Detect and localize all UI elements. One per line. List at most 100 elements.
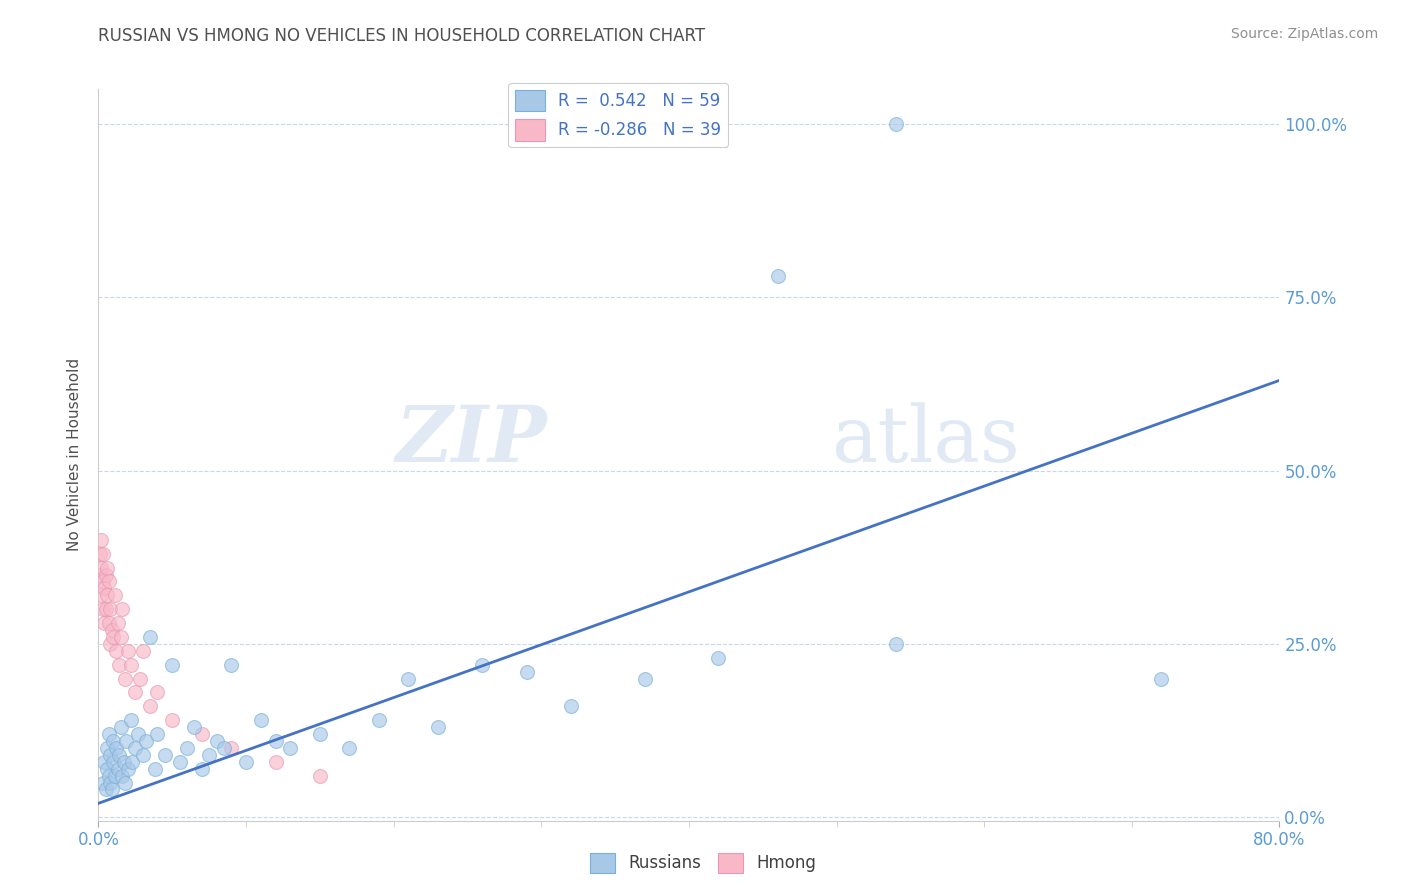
Point	[707, 650, 730, 665]
Point	[89, 567, 111, 582]
Point	[115, 734, 138, 748]
Point	[96, 588, 118, 602]
Point	[98, 602, 121, 616]
Point	[633, 672, 655, 686]
Point	[146, 727, 169, 741]
Point	[427, 720, 450, 734]
Point	[91, 547, 114, 561]
Point	[110, 630, 132, 644]
Point	[96, 740, 118, 755]
Point	[104, 768, 127, 782]
Point	[90, 560, 112, 574]
Point	[368, 713, 391, 727]
Point	[107, 615, 129, 630]
Point	[124, 685, 146, 699]
Point	[107, 762, 129, 776]
Point	[264, 734, 287, 748]
Point	[91, 775, 114, 789]
Point	[396, 672, 419, 686]
Point	[114, 775, 136, 789]
Point	[120, 657, 142, 672]
Point	[183, 720, 205, 734]
Point	[117, 644, 139, 658]
Point	[112, 755, 135, 769]
Point	[191, 762, 214, 776]
Point	[884, 637, 907, 651]
Point	[219, 657, 242, 672]
Legend: Russians, Hmong: Russians, Hmong	[583, 847, 823, 880]
Point	[135, 734, 157, 748]
Point	[97, 574, 120, 589]
Point	[132, 747, 155, 762]
Point	[766, 269, 789, 284]
Point	[94, 567, 117, 582]
Point	[105, 740, 128, 755]
Point	[114, 672, 136, 686]
Point	[121, 755, 143, 769]
Point	[132, 644, 155, 658]
Point	[124, 740, 146, 755]
Point	[98, 747, 121, 762]
Point	[91, 602, 114, 616]
Point	[103, 630, 125, 644]
Point	[560, 699, 582, 714]
Point	[153, 747, 176, 762]
Text: atlas: atlas	[831, 402, 1019, 478]
Point	[110, 720, 132, 734]
Point	[97, 768, 120, 782]
Point	[104, 588, 127, 602]
Point	[90, 533, 112, 547]
Point	[108, 747, 131, 762]
Point	[93, 615, 115, 630]
Point	[128, 672, 150, 686]
Point	[90, 588, 112, 602]
Point	[91, 574, 114, 589]
Point	[97, 615, 120, 630]
Point	[100, 782, 122, 797]
Point	[103, 755, 125, 769]
Point	[143, 762, 166, 776]
Point	[162, 657, 183, 672]
Point	[93, 755, 115, 769]
Point	[98, 775, 121, 789]
Point	[176, 740, 198, 755]
Point	[94, 602, 117, 616]
Point	[93, 582, 115, 596]
Point	[515, 665, 537, 679]
Y-axis label: No Vehicles in Household: No Vehicles in Household	[67, 359, 83, 551]
Point	[117, 762, 139, 776]
Point	[96, 560, 118, 574]
Point	[111, 768, 134, 782]
Point	[139, 699, 162, 714]
Point	[309, 768, 332, 782]
Point	[162, 713, 183, 727]
Legend: R =  0.542   N = 59, R = -0.286   N = 39: R = 0.542 N = 59, R = -0.286 N = 39	[508, 83, 728, 147]
Point	[108, 657, 131, 672]
Point	[94, 782, 117, 797]
Point	[205, 734, 228, 748]
Point	[139, 630, 162, 644]
Point	[198, 747, 221, 762]
Point	[191, 727, 214, 741]
Text: RUSSIAN VS HMONG NO VEHICLES IN HOUSEHOLD CORRELATION CHART: RUSSIAN VS HMONG NO VEHICLES IN HOUSEHOL…	[98, 27, 706, 45]
Point	[100, 623, 122, 637]
Point	[97, 727, 120, 741]
Point	[235, 755, 257, 769]
Point	[146, 685, 169, 699]
Point	[89, 547, 111, 561]
Point	[111, 602, 134, 616]
Point	[105, 644, 128, 658]
Point	[212, 740, 235, 755]
Point	[98, 637, 121, 651]
Point	[96, 762, 118, 776]
Point	[169, 755, 191, 769]
Point	[127, 727, 149, 741]
Point	[471, 657, 494, 672]
Point	[219, 740, 242, 755]
Point	[339, 740, 360, 755]
Point	[120, 713, 142, 727]
Point	[103, 734, 125, 748]
Text: ZIP: ZIP	[395, 402, 547, 478]
Point	[1150, 672, 1173, 686]
Text: Source: ZipAtlas.com: Source: ZipAtlas.com	[1230, 27, 1378, 41]
